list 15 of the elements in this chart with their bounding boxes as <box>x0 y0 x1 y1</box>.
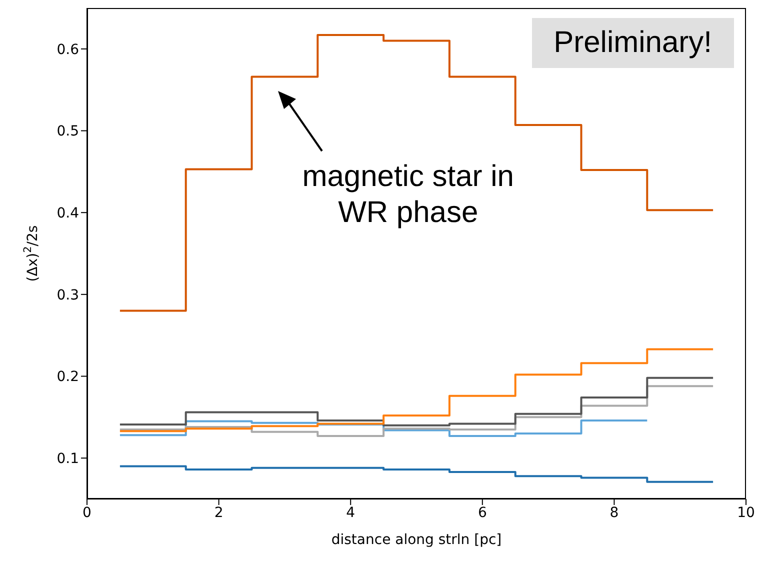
x-tick-label: 4 <box>346 504 356 521</box>
x-tick-label: 2 <box>214 504 224 521</box>
x-tick-label: 8 <box>610 504 619 521</box>
x-tick-label: 10 <box>737 504 755 521</box>
x-tick-label: 6 <box>478 504 487 521</box>
y-tick-label: 0.3 <box>56 287 79 304</box>
x-tick-label: 0 <box>82 504 92 521</box>
y-tick-label: 0.4 <box>56 206 80 222</box>
annotation: magnetic star in WR phase <box>301 159 515 232</box>
y-tick-label: 0.5 <box>56 124 79 140</box>
y-tick-label: 0.1 <box>56 451 79 468</box>
x-axis-title: distance along strln [pc] <box>331 532 502 548</box>
y-tick-label: 0.2 <box>56 369 79 386</box>
y-tick-label: 0.6 <box>56 42 80 58</box>
annotation: Preliminary! <box>532 18 734 68</box>
